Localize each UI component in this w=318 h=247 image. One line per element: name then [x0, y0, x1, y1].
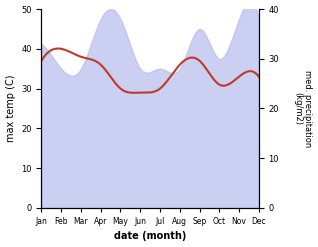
Y-axis label: med. precipitation
(kg/m2): med. precipitation (kg/m2) [293, 70, 313, 147]
Y-axis label: max temp (C): max temp (C) [5, 75, 16, 142]
X-axis label: date (month): date (month) [114, 231, 186, 242]
